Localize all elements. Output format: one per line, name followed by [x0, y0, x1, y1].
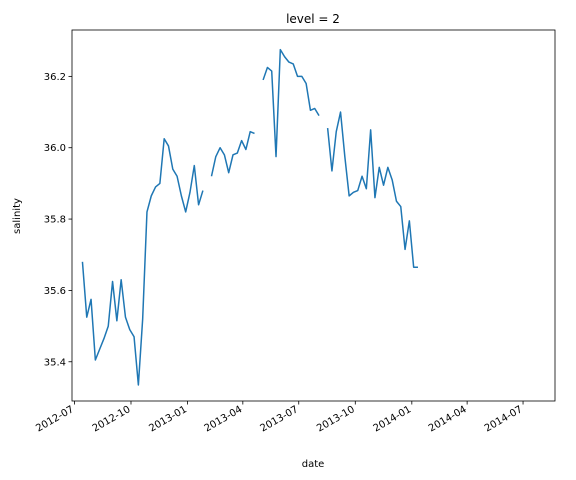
- x-tick-label: 2013-10: [315, 404, 357, 434]
- x-tick-label: 2014-04: [427, 404, 469, 434]
- x-tick-label: 2012-07: [34, 404, 76, 434]
- x-tick-label: 2013-01: [147, 404, 189, 434]
- x-tick-label: 2014-07: [483, 404, 525, 434]
- x-axis-label: date: [302, 459, 325, 470]
- x-tick-label: 2013-07: [259, 404, 301, 434]
- y-tick-label: 36.2: [44, 72, 66, 83]
- y-tick-label: 35.4: [44, 357, 66, 368]
- y-tick-label: 36.0: [44, 143, 66, 154]
- y-tick-label: 35.6: [44, 286, 66, 297]
- chart-title: level = 2: [286, 12, 340, 26]
- y-tick-label: 35.8: [44, 215, 66, 226]
- x-tick-label: 2014-01: [372, 404, 414, 434]
- series-line-segment-0-3: [326, 111, 418, 268]
- series-line-segment-0-1: [210, 130, 255, 177]
- series-line-segment-0-2: [262, 48, 320, 158]
- x-tick-label: 2013-04: [203, 404, 245, 434]
- series-line-segment-0-0: [81, 138, 204, 386]
- y-axis-label: salinity: [12, 198, 23, 234]
- plot-area: 35.4 35.6 35.8 36.0 36.2 2012-07 2012-10 2013-0…: [34, 29, 556, 434]
- plot-frame: [71, 29, 556, 402]
- x-tick-label: 2012-10: [91, 404, 133, 434]
